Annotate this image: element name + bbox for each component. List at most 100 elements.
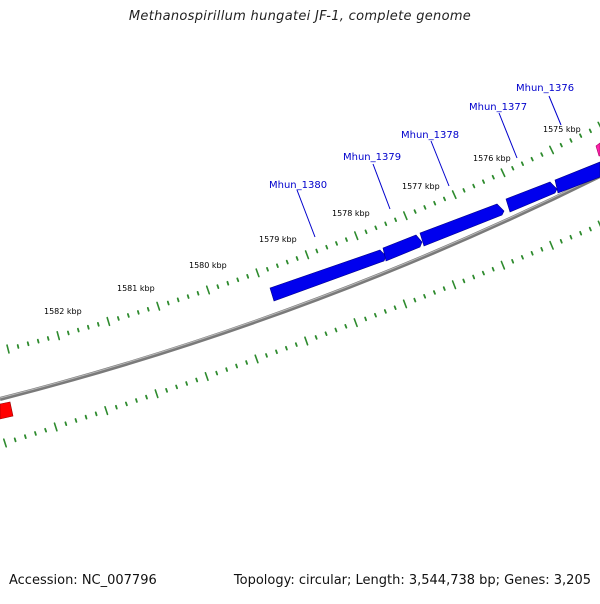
inner-scale-minor-tick [115,404,118,410]
scale-label-1582: 1582 kbp [44,307,82,316]
outer-scale-major-tick [451,190,457,200]
outer-scale-major-tick [548,145,555,155]
gene-arrow-mhun-1376[interactable] [554,161,600,194]
scale-label-1576: 1576 kbp [473,154,511,163]
inner-scale-minor-tick [588,226,592,232]
gene-arrow-mhun-1379[interactable] [382,234,423,262]
outer-scale-minor-tick [186,294,190,299]
inner-scale-minor-tick [334,327,338,333]
outer-scale-minor-tick [127,313,130,318]
scale-label-1579: 1579 kbp [259,235,297,244]
inner-scale-minor-tick [413,297,417,303]
inner-scale-minor-tick [23,434,27,440]
inner-scale-minor-tick [135,398,138,403]
edge-feature-magenta[interactable] [595,142,600,157]
gene-mhun-1377[interactable]: Mhun_1377 [469,102,558,213]
reverse-strand-feature[interactable] [0,401,14,420]
gene-arrow-mhun-1378[interactable] [419,203,505,247]
outer-scale-major-tick [106,316,111,327]
outer-scale-minor-tick [275,263,279,269]
inner-scale-minor-tick [185,381,189,386]
inner-scale-minor-tick [284,345,288,351]
gene-label-leader-mhun-1377 [498,112,518,159]
outer-scale-ticks [6,121,600,354]
genome-summary: Topology: circular; Length: 3,544,738 bp… [233,573,591,588]
outer-scale-major-tick [205,285,211,295]
gene-label-mhun-1376[interactable]: Mhun_1376 [516,83,574,94]
gene-label-leader-mhun-1380 [296,189,316,238]
inner-scale-minor-tick [195,377,199,383]
inner-scale-minor-tick [265,353,268,358]
outer-scale-minor-tick [364,229,368,235]
inner-scale-minor-tick [491,266,495,272]
inner-scale-minor-tick [423,293,427,299]
scale-label-1577: 1577 kbp [402,182,440,191]
inner-scale-minor-tick [275,349,278,355]
inner-scale-minor-tick [314,335,318,340]
outer-scale-minor-tick [16,344,20,349]
inner-scale-minor-tick [165,387,169,393]
outer-scale-major-tick [56,330,61,341]
outer-scale-minor-tick [136,310,140,315]
outer-scale-minor-tick [77,327,80,333]
inner-scale-minor-tick [84,414,88,420]
gene-arrow-mhun-1377[interactable] [505,181,558,213]
outer-scale-minor-tick [146,306,150,312]
inner-scale-major-tick [304,336,309,346]
inner-scale-minor-tick [125,401,128,407]
outer-scale-minor-tick [569,138,573,143]
outer-scale-minor-tick [384,221,388,227]
outer-scale-minor-tick [117,316,120,321]
outer-scale-minor-tick [295,256,299,261]
inner-scale-minor-tick [530,250,534,256]
outer-scale-minor-tick [491,174,495,180]
outer-scale-minor-tick [325,244,329,250]
gene-mhun-1376[interactable]: Mhun_1376 [516,83,600,194]
outer-scale-minor-tick [520,161,524,167]
inner-scale-major-tick [204,371,209,382]
outer-scale-minor-tick [285,259,289,265]
gene-label-mhun-1378[interactable]: Mhun_1378 [401,130,459,141]
gene-label-mhun-1377[interactable]: Mhun_1377 [469,102,527,113]
inner-scale-major-tick [549,240,554,250]
inner-scale-minor-tick [481,270,485,276]
outer-scale-minor-tick [511,165,515,171]
inner-scale-major-tick [500,260,506,270]
inner-scale-minor-tick [540,246,544,252]
inner-scale-minor-tick [235,363,239,369]
outer-scale-minor-tick [67,330,70,336]
inner-scale-minor-tick [294,342,298,347]
outer-scale-minor-tick [246,273,250,279]
inner-scale-major-tick [451,280,457,290]
outer-scale-minor-tick [266,266,269,272]
inner-scale-minor-tick [472,274,476,280]
inner-scale-minor-tick [442,286,446,291]
gene-mhun-1378[interactable]: Mhun_1378 [401,130,505,247]
outer-scale-minor-tick [530,156,534,162]
inner-scale-minor-tick [175,384,179,390]
gene-label-leader-mhun-1379 [372,163,391,210]
outer-scale-minor-tick [540,152,544,157]
scale-label-1578: 1578 kbp [332,209,370,218]
gene-label-leader-mhun-1378 [430,140,450,187]
outer-scale-minor-tick [36,338,40,344]
gene-label-mhun-1379[interactable]: Mhun_1379 [343,152,401,163]
inner-scale-minor-tick [432,290,436,295]
outer-scale-minor-tick [462,188,466,193]
inner-scale-minor-tick [13,437,17,443]
gene-label-mhun-1380[interactable]: Mhun_1380 [269,180,327,191]
inner-scale-minor-tick [215,370,219,376]
outer-scale-major-tick [255,268,260,278]
inner-scale-major-tick [104,405,109,416]
inner-scale-major-tick [402,299,408,309]
gene-arrow-mhun-1380[interactable] [269,249,387,302]
inner-scale-minor-tick [64,421,68,427]
outer-scale-minor-tick [166,300,170,306]
gene-mhun-1380[interactable]: Mhun_1380 [269,180,387,302]
genome-backbone-highlight [0,174,600,399]
outer-scale-major-tick [6,344,10,354]
gene-mhun-1379[interactable]: Mhun_1379 [343,152,423,262]
inner-scale-minor-tick [462,278,466,284]
